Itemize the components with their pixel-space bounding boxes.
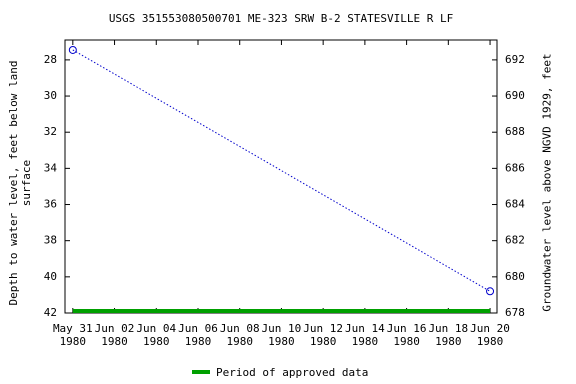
- x-tick-label: Jun 12 1980: [303, 322, 344, 348]
- y-tick-label: 32: [44, 125, 57, 138]
- data-line: [72, 49, 491, 292]
- plot-frame: [64, 39, 498, 314]
- y2-tick-label: 684: [505, 198, 525, 211]
- x-tick-label: Jun 14 1980: [345, 322, 385, 348]
- y2-tick-label: 690: [505, 89, 525, 102]
- x-tick-label: Jun 02 1980: [94, 322, 135, 348]
- y2-tick-label: 688: [505, 125, 525, 138]
- y-tick-label: 34: [44, 161, 58, 174]
- y2-tick-label: 680: [505, 270, 525, 283]
- y2-tick-label: 686: [505, 161, 525, 174]
- y-tick-label: 30: [44, 89, 57, 102]
- x-tick-label: Jun 04 1980: [136, 322, 177, 348]
- data-point: [486, 287, 495, 296]
- x-tick-label: Jun 18 1980: [428, 322, 469, 348]
- y2-tick-label: 678: [505, 306, 525, 319]
- y-axis-title: Depth to water level, feet below land su…: [7, 60, 33, 306]
- y-tick-label: 42: [44, 306, 57, 319]
- y2-axis-title: Groundwater level above NGVD 1929, feet: [540, 53, 554, 312]
- y-tick-label: 40: [44, 270, 57, 283]
- y2-tick-label: 682: [505, 234, 525, 247]
- x-tick-label: Jun 20 1980: [470, 322, 510, 348]
- y-tick-label: 36: [44, 198, 57, 211]
- legend-label: Period of approved data: [216, 366, 368, 379]
- x-tick-label: Jun 06 1980: [178, 322, 218, 348]
- y-tick-label: 28: [44, 53, 57, 66]
- data-point: [68, 45, 77, 54]
- x-tick-label: Jun 10 1980: [261, 322, 302, 348]
- y2-tick-label: 692: [505, 53, 525, 66]
- chart-title: USGS 351553080500701 ME-323 SRW B-2 STAT…: [109, 12, 453, 25]
- x-tick-label: May 31 1980: [52, 322, 93, 348]
- x-tick-label: Jun 08 1980: [219, 322, 260, 348]
- y-tick-label: 38: [44, 234, 57, 247]
- x-tick-label: Jun 16 1980: [386, 322, 427, 348]
